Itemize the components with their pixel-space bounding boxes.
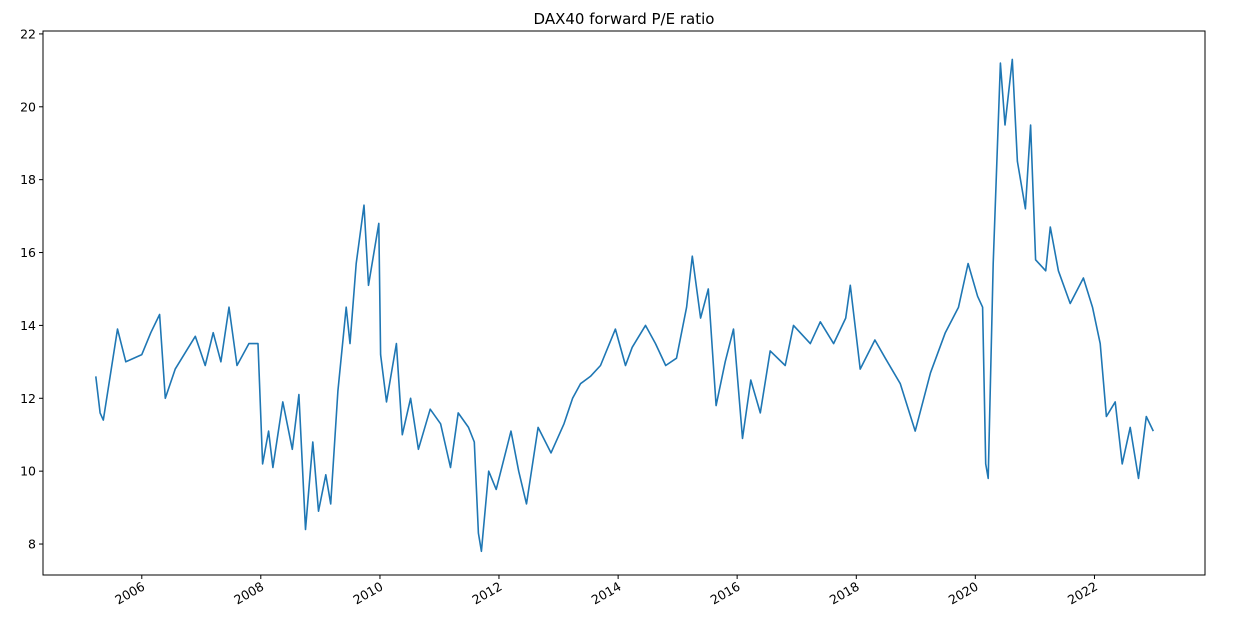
chart-title: DAX40 forward P/E ratio <box>534 10 715 28</box>
y-tick-label: 18 <box>20 172 36 187</box>
y-tick-label: 12 <box>20 391 36 406</box>
y-tick-label: 14 <box>20 318 36 333</box>
y-tick-label: 10 <box>20 464 36 479</box>
y-tick-label: 8 <box>28 537 36 552</box>
y-axis: 8 10 12 14 16 18 20 22 <box>20 26 43 552</box>
y-tick-label: 16 <box>20 245 36 260</box>
x-axis: 2006 2008 2010 2012 2014 2016 2018 2020 2022 <box>112 575 1100 608</box>
x-tick-label: 2014 <box>589 579 624 608</box>
y-tick-label: 22 <box>20 26 36 41</box>
x-tick-label: 2006 <box>112 579 147 608</box>
x-tick-label: 2010 <box>350 579 385 608</box>
x-tick-label: 2018 <box>827 579 862 608</box>
x-tick-label: 2016 <box>708 579 743 608</box>
x-tick-label: 2020 <box>946 579 981 608</box>
plot-frame <box>42 30 1206 576</box>
x-tick-label: 2012 <box>469 579 504 608</box>
y-tick-label: 20 <box>20 99 36 114</box>
x-tick-label: 2008 <box>231 579 266 608</box>
series-line <box>95 58 1155 553</box>
x-tick-label: 2022 <box>1065 579 1100 608</box>
